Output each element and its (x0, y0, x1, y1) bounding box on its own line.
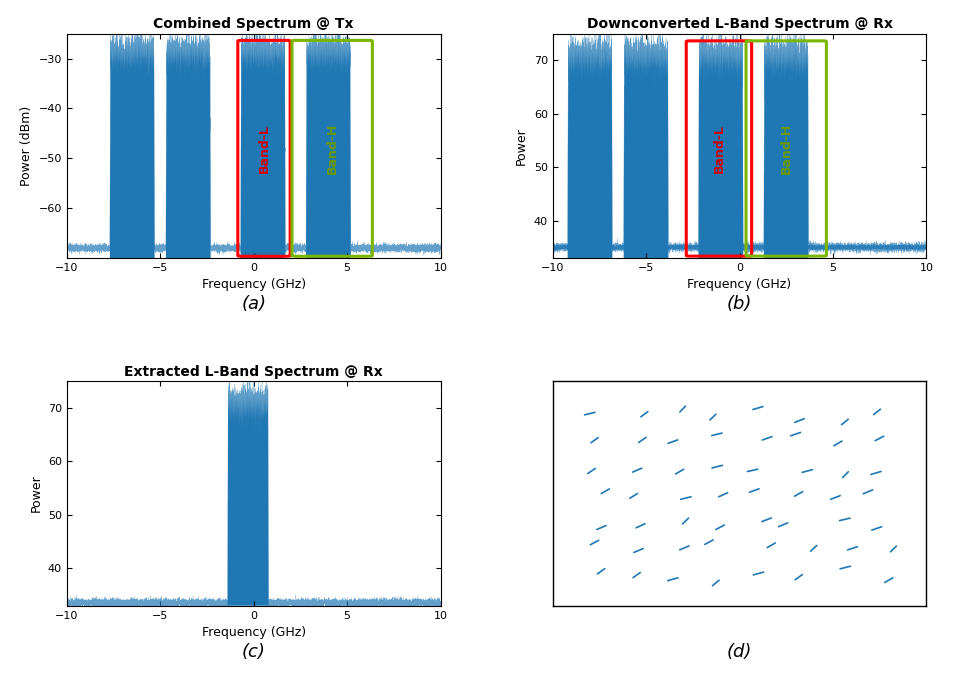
Title: Combined Spectrum @ Tx: Combined Spectrum @ Tx (154, 17, 354, 31)
X-axis label: Frequency (GHz): Frequency (GHz) (688, 279, 792, 291)
Y-axis label: Power: Power (515, 127, 528, 165)
Text: Band-L: Band-L (712, 124, 726, 173)
Text: Band-H: Band-H (326, 122, 339, 174)
Text: Band-H: Band-H (779, 123, 793, 174)
Title: Downconverted L-Band Spectrum @ Rx: Downconverted L-Band Spectrum @ Rx (586, 17, 893, 31)
Title: Extracted L-Band Spectrum @ Rx: Extracted L-Band Spectrum @ Rx (124, 365, 383, 379)
X-axis label: Frequency (GHz): Frequency (GHz) (202, 279, 306, 291)
Y-axis label: Power (dBm): Power (dBm) (20, 106, 32, 186)
Text: Band-L: Band-L (258, 124, 270, 173)
Y-axis label: Power: Power (30, 474, 42, 512)
Text: (a): (a) (242, 295, 266, 313)
Text: (b): (b) (727, 295, 753, 313)
Text: (c): (c) (242, 643, 265, 661)
Text: (d): (d) (727, 643, 753, 661)
X-axis label: Frequency (GHz): Frequency (GHz) (202, 626, 306, 639)
